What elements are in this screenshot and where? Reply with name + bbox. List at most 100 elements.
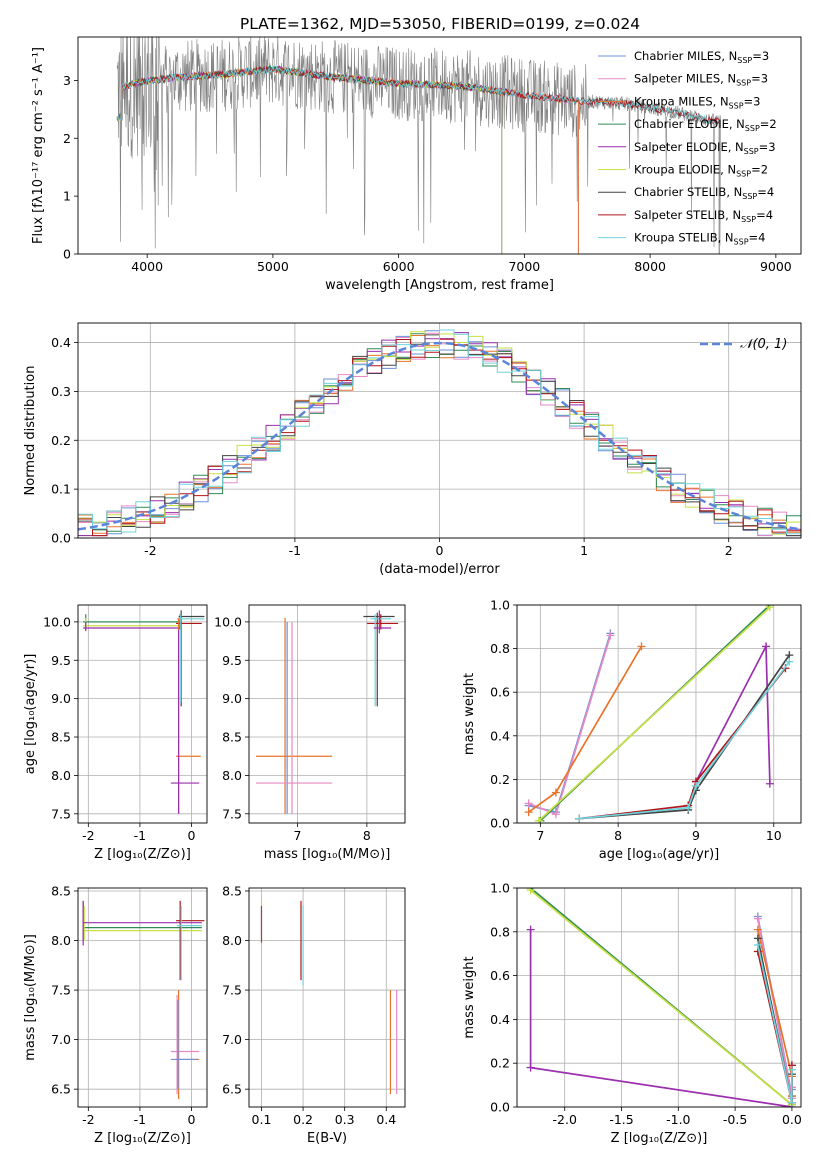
legend-entry: 𝒩(0, 1)	[740, 337, 787, 352]
x-tick-label: -1	[289, 543, 301, 558]
x-tick-label: 0	[188, 828, 196, 843]
y-tick-label: 10.0	[43, 614, 71, 629]
legend-value: =3	[752, 49, 769, 63]
y-tick-label: 9.0	[51, 691, 71, 706]
weight-marker	[551, 810, 560, 819]
x-tick-label: -0.5	[723, 1112, 747, 1127]
weight-marker	[765, 779, 774, 788]
x-tick-label: -2	[82, 828, 94, 843]
legend-value: =4	[757, 185, 774, 199]
y-tick-label: 0.6	[490, 968, 510, 983]
x-tick-label: 10	[766, 828, 782, 843]
plot-area	[524, 605, 794, 823]
weight-marker	[526, 925, 535, 934]
x-axis-label: age [log₁₀(age/yr)]	[599, 847, 720, 862]
x-axis-label: wavelength [Angstrom, rest frame]	[325, 278, 554, 293]
y-axis-label: mass weight	[462, 673, 477, 755]
weight-line-7	[579, 667, 787, 820]
legend-value: =2	[751, 163, 768, 177]
y-tick-label: 7.5	[51, 806, 71, 821]
x-tick-label: 0	[188, 1112, 196, 1127]
legend-entry: Chabrier MILES, NSSP=3	[634, 49, 769, 65]
age-vs-mass-panel: 7 8 7.5 8.0 8.5 9.0 9.5 10.0 mass [log₁₀(M/M⊙)]	[214, 604, 406, 862]
plot-area	[83, 610, 205, 814]
weight-marker	[761, 642, 770, 651]
weight-line-0	[528, 633, 612, 814]
legend-value: =3	[751, 72, 768, 86]
weight-marker	[691, 781, 700, 790]
y-axis-label: age [log₁₀(age/yr)]	[23, 654, 38, 775]
y-tick-label: 1.0	[490, 598, 510, 613]
weight-marker	[787, 1065, 796, 1074]
plot-area	[116, 37, 721, 254]
y-tick-label: 0.3	[51, 384, 71, 399]
x-tick-label: 9000	[760, 259, 792, 274]
observed-spectrum	[116, 37, 721, 249]
x-axis-label: Z [log₁₀(Z/Z⊙)]	[94, 847, 191, 862]
y-tick-label: 7.0	[222, 1032, 242, 1047]
axes-frame	[516, 604, 802, 824]
y-tick-label: 7.5	[222, 806, 242, 821]
axes-frame	[77, 36, 802, 255]
weight-marker	[524, 808, 533, 817]
weight-marker	[684, 803, 693, 812]
axes-frame	[516, 887, 802, 1108]
weight-line-1	[528, 635, 612, 816]
weight-marker	[765, 605, 774, 612]
weight-marker	[753, 925, 762, 934]
legend-entry: Chabrier STELIB, NSSP=4	[634, 185, 774, 201]
y-tick-label: 7.5	[51, 983, 71, 998]
plot-area	[78, 329, 801, 537]
legend-subscript: SSP	[742, 192, 757, 201]
y-axis-label: Flux [fλ10⁻¹⁷ erg cm⁻² s⁻¹ A⁻¹]	[31, 47, 46, 244]
plot-area	[82, 900, 205, 1100]
spectrum-panel: 4000 5000 6000 7000 8000 9000 0 1 2 3 wavelength […	[31, 36, 802, 293]
x-tick-label: -2	[144, 543, 156, 558]
legend-value: =4	[756, 208, 773, 222]
legend-value: =3	[744, 94, 761, 108]
weight-line-5	[530, 889, 793, 1106]
weight-line-4	[695, 643, 771, 784]
residual-histogram-panel: -2 -1 0 1 2 0.0 0.1 0.2 0.3 0.4 (data-model)/error…	[23, 322, 802, 577]
y-tick-label: 8.5	[222, 730, 242, 745]
weight-marker	[785, 657, 794, 666]
x-tick-label: 0.2	[293, 1112, 313, 1127]
x-tick-label: 7000	[508, 259, 540, 274]
y-tick-label: 7.5	[222, 983, 242, 998]
y-axis-label: mass weight	[462, 956, 477, 1038]
weight-line-6	[579, 654, 790, 820]
legend-entry: Chabrier ELODIE, NSSP=2	[634, 117, 777, 133]
y-axis-label: mass [log₁₀(M/M⊙)]	[23, 934, 38, 1061]
y-tick-label: 8.0	[222, 933, 242, 948]
x-axis-label: mass [log₁₀(M/M⊙)]	[264, 847, 391, 862]
weight-line-5	[538, 606, 771, 822]
x-tick-label: 8	[363, 828, 371, 843]
age-vs-metallicity-panel: -2 -1 0 7.5 8.0 8.5 9.0 9.5 10.0 Z [log₁₀(Z/Z⊙)] a…	[23, 604, 208, 862]
x-tick-label: 4000	[131, 259, 163, 274]
y-tick-label: 0.8	[490, 641, 510, 656]
y-tick-label: 8.5	[222, 883, 242, 898]
y-tick-label: 7.0	[51, 1032, 71, 1047]
y-tick-label: 0.0	[51, 531, 71, 546]
weight-line-8	[579, 661, 790, 820]
weight-marker	[787, 1098, 796, 1107]
axes-frame	[77, 887, 208, 1108]
y-tick-label: 1.0	[490, 881, 510, 896]
y-tick-label: 0.2	[51, 433, 71, 448]
y-tick-label: 0.2	[490, 772, 510, 787]
legend-subscript: SSP	[737, 56, 752, 65]
model-spectrum-8	[116, 64, 720, 254]
y-tick-label: 0.4	[490, 1012, 510, 1027]
weight-line-1	[756, 918, 793, 1099]
figure-title: PLATE=1362, MJD=53050, FIBERID=0199, z=0…	[240, 15, 640, 33]
y-tick-label: 10.0	[214, 614, 242, 629]
legend-subscript: SSP	[736, 79, 751, 88]
x-tick-label: -2.0	[553, 1112, 577, 1127]
weight-marker	[753, 914, 762, 923]
y-tick-label: 0.0	[490, 1100, 510, 1115]
x-tick-label: 8	[614, 828, 622, 843]
y-tick-label: 0.0	[490, 816, 510, 831]
x-axis-label: (data-model)/error	[379, 562, 500, 577]
x-tick-label: -1	[134, 1112, 146, 1127]
x-axis-label: Z [log₁₀(Z/Z⊙)]	[611, 1131, 708, 1146]
